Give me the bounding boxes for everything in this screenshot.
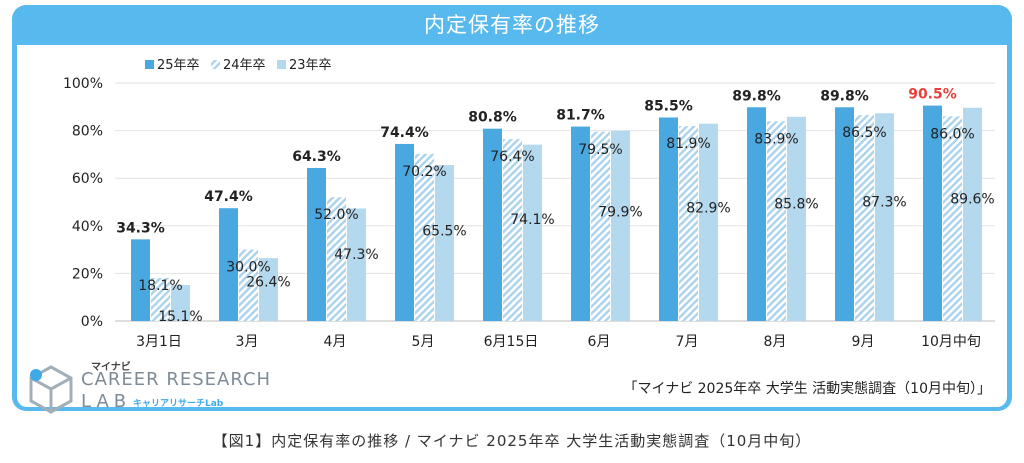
- x-tick-label: 9月: [852, 334, 875, 350]
- bar-23年卒: [435, 165, 454, 321]
- chart-title: 内定保有率の推移: [424, 13, 600, 37]
- logo-badge: マイナビ: [91, 362, 131, 373]
- data-label: 86.0%: [930, 126, 974, 142]
- bar-25年卒: [923, 105, 942, 321]
- x-tick-label: 4月: [324, 334, 347, 350]
- data-label: 89.6%: [950, 192, 994, 208]
- data-label: 74.1%: [510, 212, 554, 228]
- data-label: 74.4%: [380, 125, 429, 141]
- data-label: 86.5%: [842, 125, 886, 141]
- data-label: 89.8%: [820, 88, 869, 104]
- bar-23年卒: [875, 113, 894, 321]
- data-label: 30.0%: [226, 260, 270, 276]
- data-label: 80.8%: [468, 110, 517, 126]
- bar-23年卒: [699, 123, 718, 321]
- data-label: 79.5%: [578, 142, 622, 158]
- legend-label: 25年卒: [157, 58, 200, 73]
- x-tick-label: 5月: [412, 334, 435, 350]
- bar-24年卒: [239, 249, 258, 321]
- x-tick-label: 8月: [764, 334, 787, 350]
- data-label: 76.4%: [490, 149, 534, 165]
- x-tick-label: 6月: [588, 334, 611, 350]
- legend-swatch: [145, 60, 154, 69]
- data-label: 90.5%: [908, 87, 957, 103]
- data-label: 79.9%: [598, 204, 642, 220]
- legend-swatch: [211, 60, 220, 69]
- logo-line2: LAB: [81, 391, 132, 412]
- bar-23年卒: [963, 107, 982, 321]
- source-note: 「マイナビ 2025年卒 大学生 活動実態調査（10月中旬）」: [623, 381, 991, 397]
- y-tick-label: 60%: [72, 171, 103, 187]
- bar-25年卒: [747, 107, 766, 321]
- data-label: 47.4%: [204, 189, 253, 205]
- x-tick-label: 3月1日: [136, 334, 182, 350]
- y-tick-label: 100%: [63, 76, 103, 92]
- bar-24年卒: [679, 126, 698, 321]
- legend-swatch: [277, 60, 286, 69]
- y-tick-label: 20%: [72, 266, 103, 282]
- cube-logo-icon: [29, 365, 73, 414]
- bar-chart: 0% 20% 40% 60% 80% 100% 3月1日 3月 4月 5月 6月15日 6月 7月 8月 9…: [63, 58, 995, 350]
- bar-24年卒: [855, 115, 874, 321]
- data-label: 89.8%: [732, 88, 781, 104]
- bar-24年卒: [327, 197, 346, 321]
- data-label: 82.9%: [686, 200, 730, 216]
- bar-25年卒: [659, 117, 678, 321]
- x-tick-label: 3月: [236, 334, 259, 350]
- x-tick-label: 10月中旬: [921, 334, 981, 350]
- y-tick-label: 40%: [72, 219, 103, 235]
- legend-label: 23年卒: [289, 58, 332, 73]
- bar-23年卒: [347, 208, 366, 321]
- bar-23年卒: [259, 258, 278, 321]
- bar-25年卒: [307, 167, 326, 321]
- data-label: 70.2%: [402, 164, 446, 180]
- bar-25年卒: [395, 143, 414, 321]
- bar-24年卒: [591, 131, 610, 321]
- chart-frame: 内定保有率の推移 0% 20% 40% 60% 80% 100% 3月1日 3月 4月 5月 6月1…: [12, 5, 1012, 414]
- data-label: 52.0%: [314, 207, 358, 223]
- data-label: 85.8%: [774, 197, 818, 213]
- data-label: 87.3%: [862, 195, 906, 211]
- data-label: 64.3%: [292, 149, 341, 165]
- data-label: 85.5%: [644, 99, 693, 115]
- data-label: 18.1%: [138, 278, 182, 294]
- data-label: 81.7%: [556, 108, 605, 124]
- data-label: 83.9%: [754, 131, 798, 147]
- data-label: 47.3%: [334, 247, 378, 263]
- x-tick-label: 6月15日: [484, 334, 539, 350]
- y-tick-label: 0%: [81, 314, 103, 330]
- x-tick-label: 7月: [676, 334, 699, 350]
- data-label: 81.9%: [666, 136, 710, 152]
- legend-label: 24年卒: [223, 58, 266, 73]
- chart-panel: 0% 20% 40% 60% 80% 100% 3月1日 3月 4月 5月 6月15日 6月 7月 8月 9…: [17, 45, 1007, 414]
- bar-24年卒: [943, 116, 962, 321]
- data-label: 34.3%: [116, 220, 165, 236]
- data-label: 65.5%: [422, 223, 466, 239]
- bar-23年卒: [171, 285, 190, 321]
- bar-24年卒: [767, 121, 786, 322]
- bar-24年卒: [415, 153, 434, 321]
- bar-25年卒: [571, 126, 590, 321]
- bar-23年卒: [523, 144, 542, 321]
- bar-25年卒: [483, 128, 502, 321]
- bar-25年卒: [835, 107, 854, 321]
- logo-sub: キャリアリサーチLab: [133, 399, 224, 409]
- bar-23年卒: [611, 130, 630, 321]
- career-research-lab-logo: マイナビ CAREER RESEARCH LAB キャリアリサーチLab: [25, 357, 285, 414]
- bar-25年卒: [131, 239, 150, 321]
- bar-24年卒: [503, 139, 522, 321]
- bar-25年卒: [219, 208, 238, 321]
- y-tick-label: 80%: [72, 124, 103, 140]
- bar-24年卒: [151, 277, 170, 321]
- logo-line1: CAREER RESEARCH: [81, 369, 272, 390]
- figure-caption: 【図1】内定保有率の推移 / マイナビ 2025年卒 大学生活動実態調査（10月…: [212, 432, 812, 450]
- data-label: 15.1%: [158, 309, 202, 325]
- bar-23年卒: [787, 116, 806, 322]
- data-label: 26.4%: [246, 274, 290, 290]
